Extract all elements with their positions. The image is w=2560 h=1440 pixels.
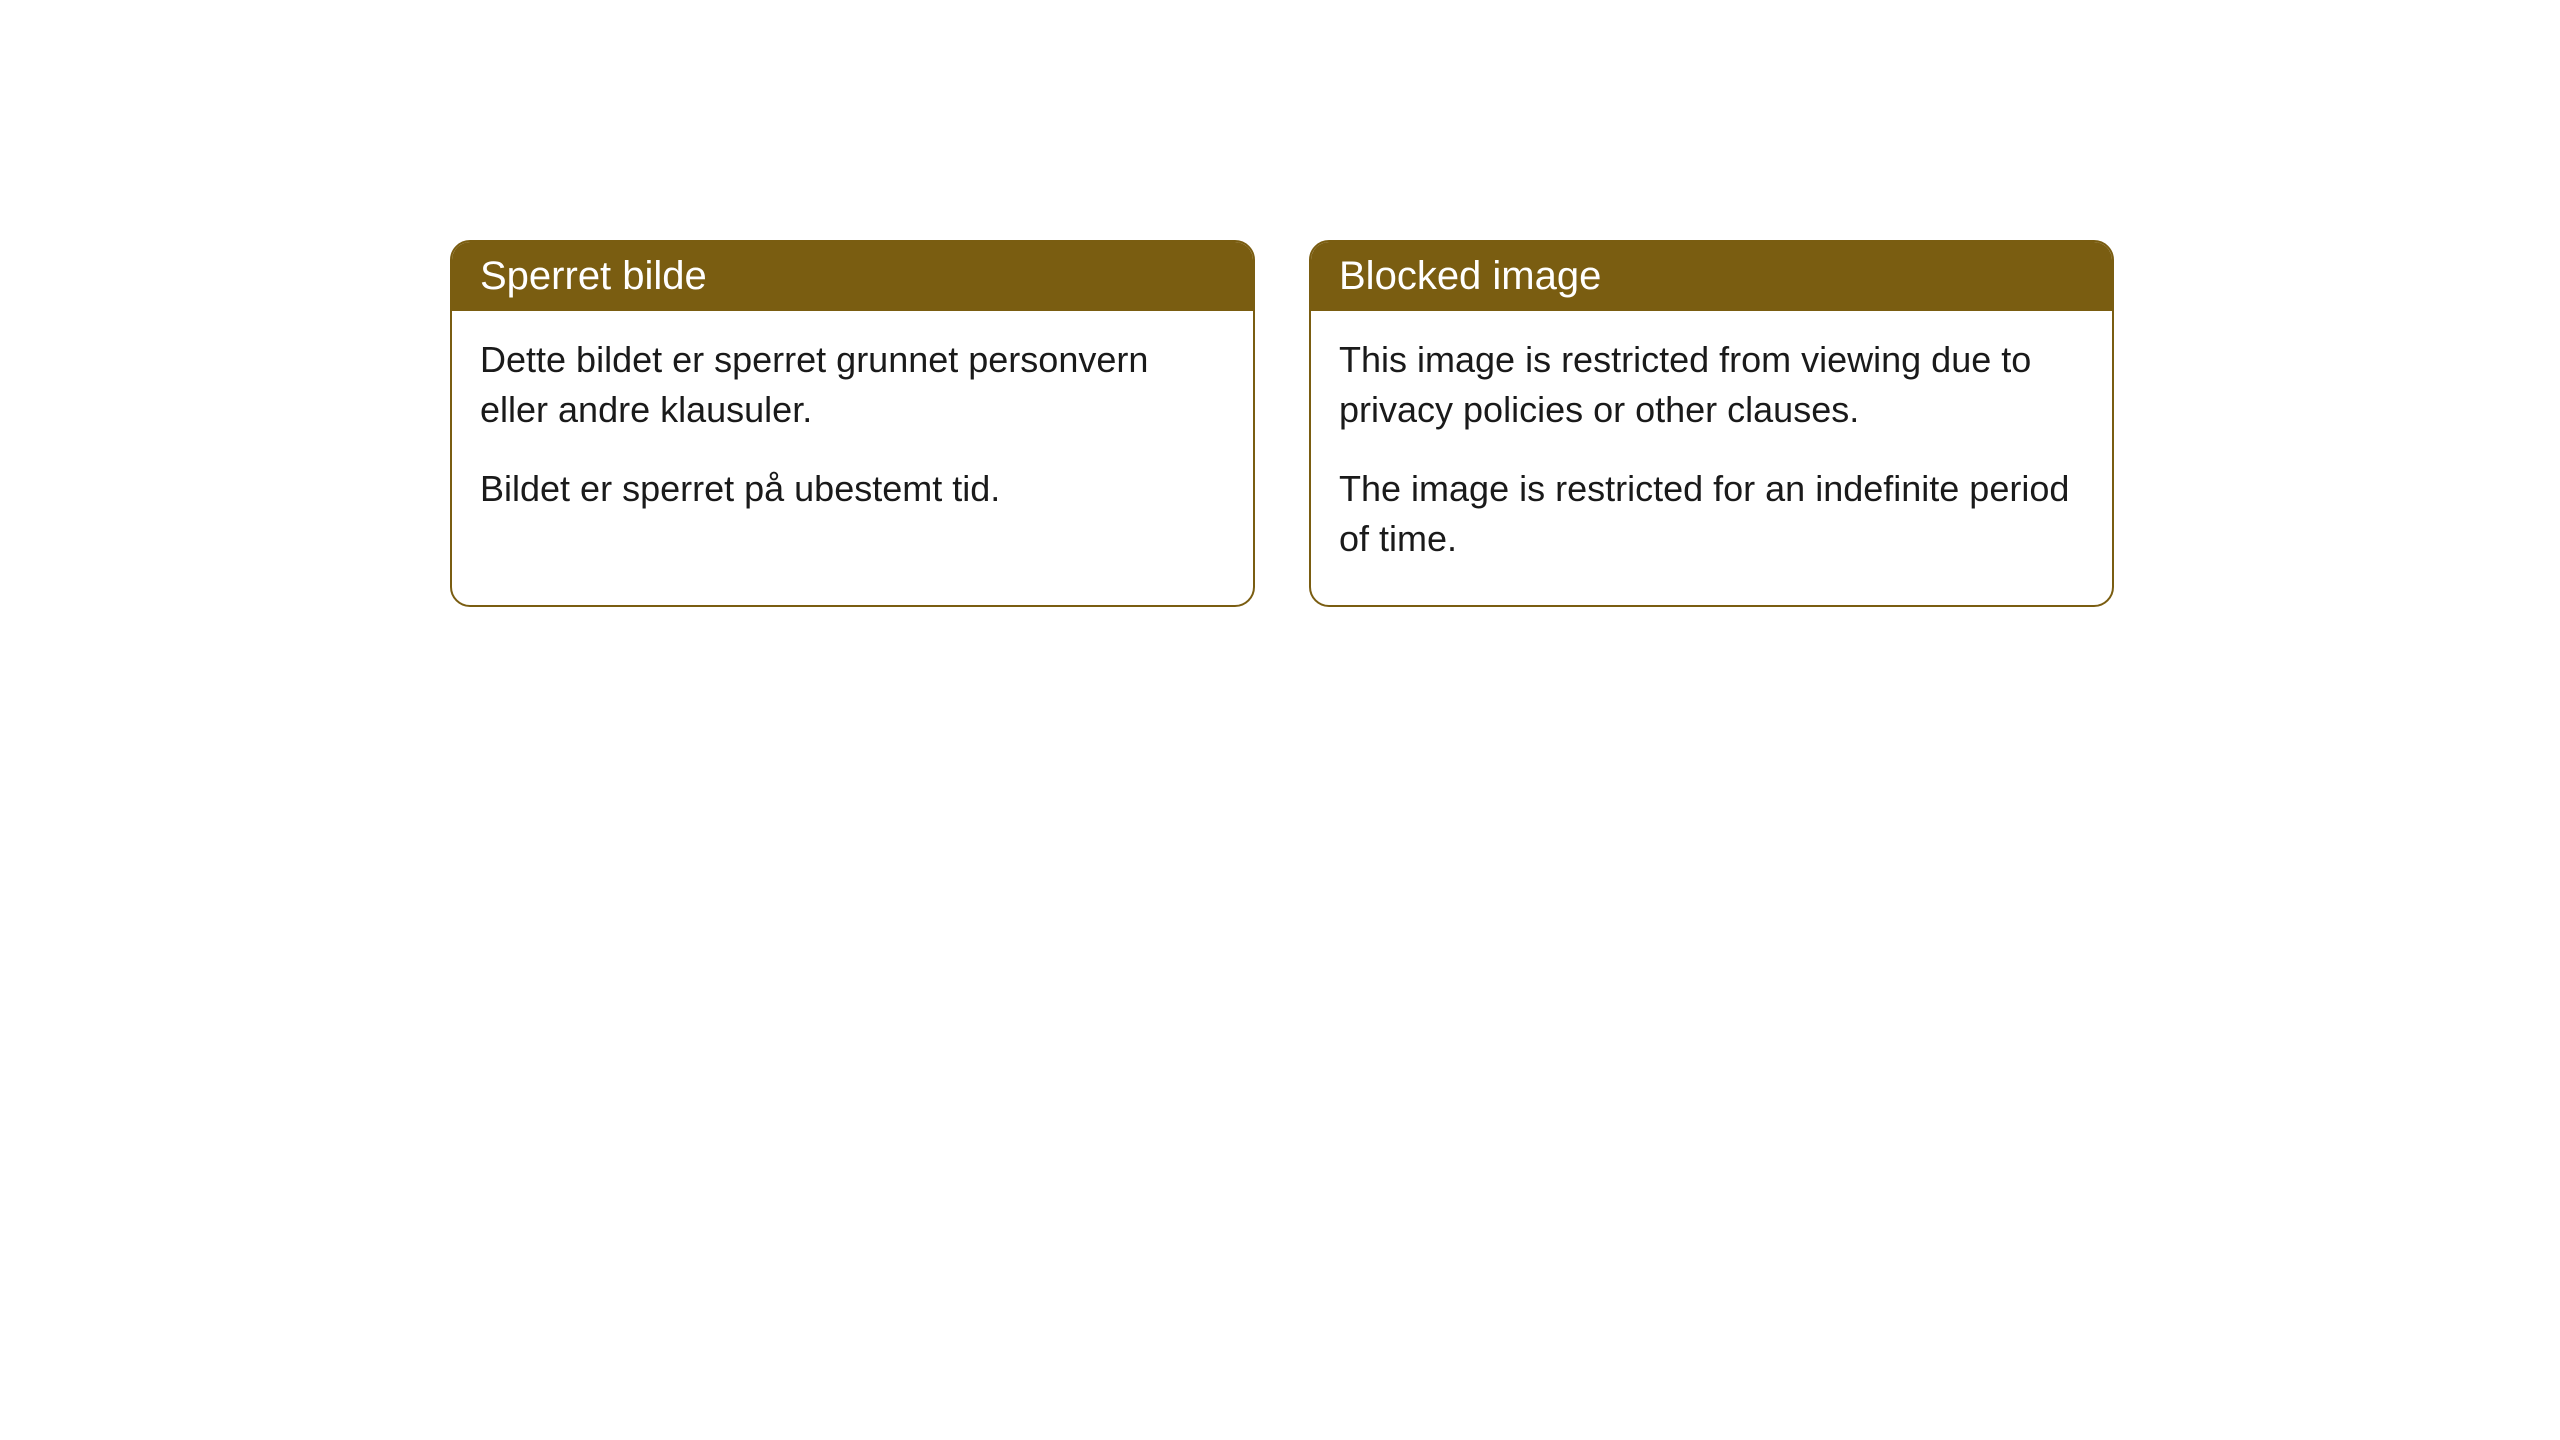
card-body-norwegian: Dette bildet er sperret grunnet personve… [452, 311, 1253, 554]
card-header-norwegian: Sperret bilde [452, 242, 1253, 311]
blocked-image-card-english: Blocked image This image is restricted f… [1309, 240, 2114, 607]
card-paragraph-2-english: The image is restricted for an indefinit… [1339, 464, 2084, 565]
card-paragraph-1-norwegian: Dette bildet er sperret grunnet personve… [480, 335, 1225, 436]
blocked-image-card-norwegian: Sperret bilde Dette bildet er sperret gr… [450, 240, 1255, 607]
card-body-english: This image is restricted from viewing du… [1311, 311, 2112, 605]
card-paragraph-1-english: This image is restricted from viewing du… [1339, 335, 2084, 436]
card-paragraph-2-norwegian: Bildet er sperret på ubestemt tid. [480, 464, 1225, 514]
notice-cards-container: Sperret bilde Dette bildet er sperret gr… [450, 240, 2114, 607]
card-header-english: Blocked image [1311, 242, 2112, 311]
